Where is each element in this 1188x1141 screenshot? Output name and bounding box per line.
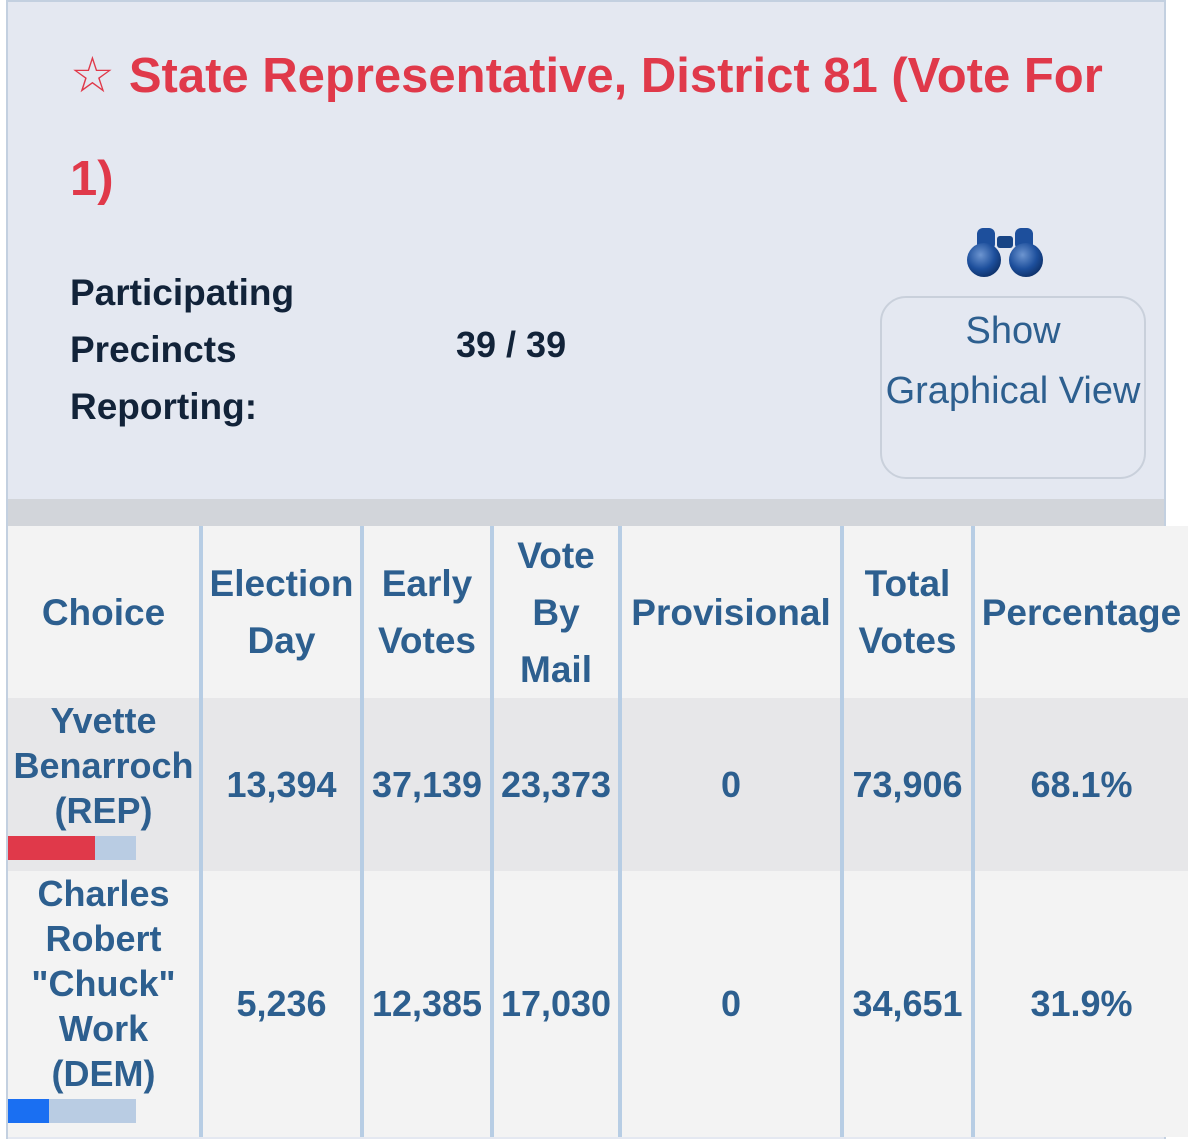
election-day-value: 5,236	[199, 871, 362, 1137]
header-early-votes[interactable]: Early Votes	[360, 526, 492, 698]
vote-share-bar-fill	[8, 1099, 49, 1123]
vote-share-bar-fill	[8, 836, 96, 860]
vote-share-bar	[8, 1099, 136, 1123]
table-row: Yvette Benarroch (REP) 13,394 37,139 23,…	[8, 698, 1188, 871]
percentage-value: 68.1%	[971, 698, 1188, 871]
candidate-cell: Charles Robert "Chuck" Work (DEM)	[8, 871, 201, 1137]
candidate-name: Yvette Benarroch (REP)	[13, 700, 194, 831]
divider-strip	[8, 499, 1164, 526]
header-provisional[interactable]: Provisional	[618, 526, 842, 698]
precincts-value: 39 / 39	[456, 324, 567, 365]
total-votes-value: 34,651	[840, 871, 973, 1137]
provisional-value: 0	[618, 698, 842, 871]
contest-panel: ☆ State Representative, District 81 (Vote…	[6, 0, 1188, 1139]
candidate-cell: Yvette Benarroch (REP)	[8, 698, 201, 871]
star-icon[interactable]: ☆	[70, 47, 115, 103]
early-votes-value: 12,385	[360, 871, 492, 1137]
vote-share-bar	[8, 836, 136, 860]
precincts-label: Participating Precincts Reporting:	[70, 272, 295, 427]
vote-by-mail-value: 17,030	[490, 871, 620, 1137]
header-total-votes[interactable]: Total Votes	[840, 526, 973, 698]
table-header-row: Choice Election Day Early Votes Vote By …	[8, 526, 1188, 698]
election-day-value: 13,394	[199, 698, 362, 871]
contest-title: ☆ State Representative, District 81 (Vote…	[70, 24, 1140, 231]
header-choice[interactable]: Choice	[8, 526, 201, 698]
header-election-day[interactable]: Election Day	[199, 526, 362, 698]
table-row: Charles Robert "Chuck" Work (DEM) 5,236 …	[8, 871, 1188, 1137]
contest-title-text: State Representative, District 81 (Vote …	[70, 49, 1103, 206]
binoculars-icon[interactable]	[964, 224, 1046, 280]
total-votes-value: 73,906	[840, 698, 973, 871]
early-votes-value: 37,139	[360, 698, 492, 871]
provisional-value: 0	[618, 871, 842, 1137]
header-vote-by-mail[interactable]: Vote By Mail	[490, 526, 620, 698]
percentage-value: 31.9%	[971, 871, 1188, 1137]
results-table: Choice Election Day Early Votes Vote By …	[8, 526, 1188, 1137]
vote-by-mail-value: 23,373	[490, 698, 620, 871]
candidate-name: Charles Robert "Chuck" Work (DEM)	[31, 873, 176, 1094]
header-percentage[interactable]: Percentage	[971, 526, 1188, 698]
show-graphical-view-button[interactable]: Show Graphical View	[880, 296, 1146, 479]
